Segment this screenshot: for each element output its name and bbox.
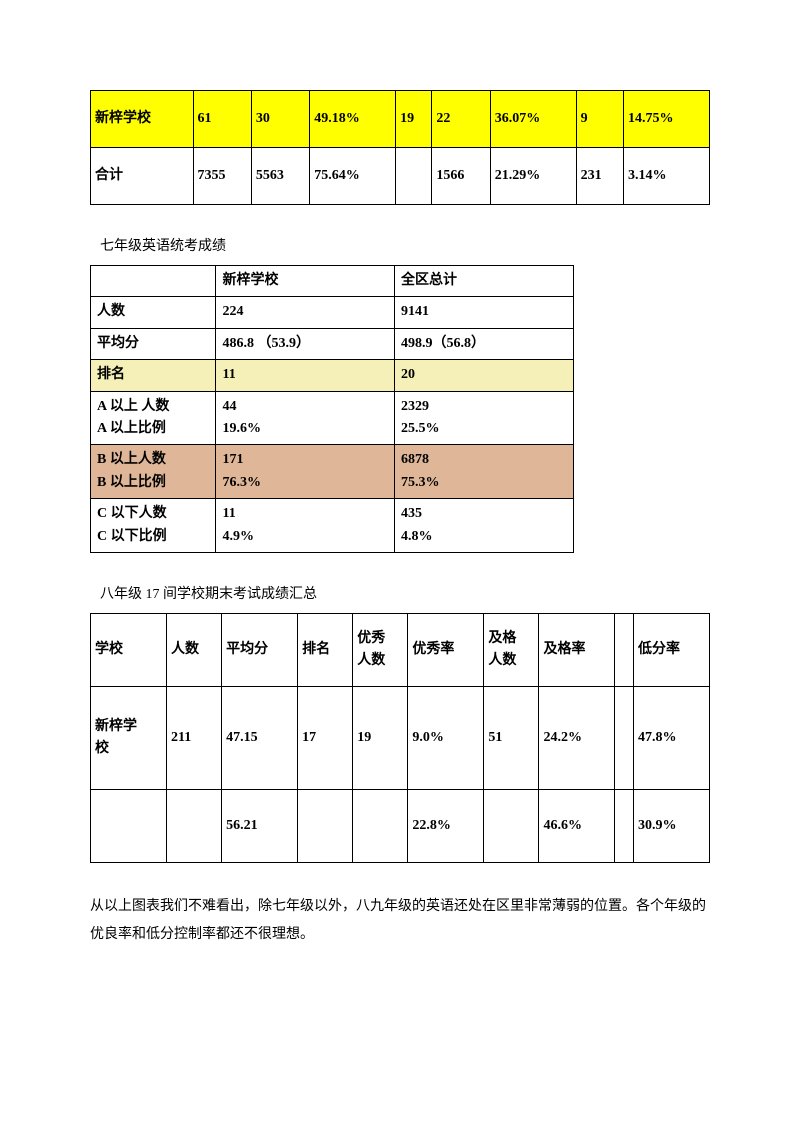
cell: 11 xyxy=(216,360,395,391)
table-row: 新梓学校 61 30 49.18% 19 22 36.07% 9 14.75% xyxy=(91,91,710,148)
table-row-ranking: 排名 11 20 xyxy=(91,360,574,391)
table-row-header: 学校 人数 平均分 排名 优秀人数 优秀率 及格人数 及格率 低分率 xyxy=(91,613,710,686)
cell: 17 xyxy=(298,686,353,789)
cell: 9.0% xyxy=(408,686,484,789)
cell: 114.9% xyxy=(216,499,395,553)
cell: 1566 xyxy=(432,148,490,205)
cell: 22.8% xyxy=(408,789,484,862)
table-row: 合计 7355 5563 75.64% 1566 21.29% 231 3.14… xyxy=(91,148,710,205)
cell xyxy=(298,789,353,862)
cell xyxy=(484,789,539,862)
cell: 合计 xyxy=(91,148,194,205)
cell: C 以下人数C 以下比例 xyxy=(91,499,216,553)
cell: 51 xyxy=(484,686,539,789)
cell: 14.75% xyxy=(623,91,709,148)
grade8-summary-table: 学校 人数 平均分 排名 优秀人数 优秀率 及格人数 及格率 低分率 新梓学校 … xyxy=(90,613,710,863)
cell xyxy=(615,686,634,789)
cell: 75.64% xyxy=(310,148,396,205)
cell: 4354.8% xyxy=(395,499,574,553)
cell: 人数 xyxy=(166,613,221,686)
cell: 24.2% xyxy=(539,686,615,789)
table-row: 56.21 22.8% 46.6% 30.9% xyxy=(91,789,710,862)
cell: 新梓学校 xyxy=(91,686,167,789)
cell: 19 xyxy=(396,91,432,148)
table-row: 人数 224 9141 xyxy=(91,297,574,328)
section-title-grade8: 八年级 17 间学校期末考试成绩汇总 xyxy=(100,583,710,603)
cell: 排名 xyxy=(91,360,216,391)
cell: 30 xyxy=(251,91,309,148)
cell: 优秀人数 xyxy=(353,613,408,686)
cell xyxy=(91,266,216,297)
cell: 4419.6% xyxy=(216,391,395,445)
cell: 22 xyxy=(432,91,490,148)
cell: A 以上 人数A 以上比例 xyxy=(91,391,216,445)
cell: 61 xyxy=(193,91,251,148)
cell: 21.29% xyxy=(490,148,576,205)
cell: 9141 xyxy=(395,297,574,328)
cell: 及格人数 xyxy=(484,613,539,686)
cell xyxy=(396,148,432,205)
cell: 学校 xyxy=(91,613,167,686)
cell: 全区总计 xyxy=(395,266,574,297)
table-row: C 以下人数C 以下比例 114.9% 4354.8% xyxy=(91,499,574,553)
cell: 排名 xyxy=(298,613,353,686)
cell xyxy=(166,789,221,862)
cell: 36.07% xyxy=(490,91,576,148)
cell: 及格率 xyxy=(539,613,615,686)
cell: 486.8 （53.9） xyxy=(216,328,395,359)
grade7-english-table: 新梓学校 全区总计 人数 224 9141 平均分 486.8 （53.9） 4… xyxy=(90,265,574,553)
cell: 687875.3% xyxy=(395,445,574,499)
table-row: 平均分 486.8 （53.9） 498.9（56.8） xyxy=(91,328,574,359)
cell xyxy=(615,789,634,862)
cell: 20 xyxy=(395,360,574,391)
table-row-b-above: B 以上人数B 以上比例 17176.3% 687875.3% xyxy=(91,445,574,499)
cell xyxy=(91,789,167,862)
cell: 47.8% xyxy=(634,686,710,789)
cell: 49.18% xyxy=(310,91,396,148)
analysis-paragraph: 从以上图表我们不难看出，除七年级以外，八九年级的英语还处在区里非常薄弱的位置。各… xyxy=(90,893,710,949)
cell: 人数 xyxy=(91,297,216,328)
cell: 5563 xyxy=(251,148,309,205)
cell: 新梓学校 xyxy=(91,91,194,148)
cell: 211 xyxy=(166,686,221,789)
cell: 30.9% xyxy=(634,789,710,862)
summary-table-1: 新梓学校 61 30 49.18% 19 22 36.07% 9 14.75% … xyxy=(90,90,710,205)
cell: 优秀率 xyxy=(408,613,484,686)
cell xyxy=(353,789,408,862)
table-row: 新梓学校 全区总计 xyxy=(91,266,574,297)
cell: 19 xyxy=(353,686,408,789)
cell: 47.15 xyxy=(222,686,298,789)
cell: 低分率 xyxy=(634,613,710,686)
cell: 224 xyxy=(216,297,395,328)
cell: B 以上人数B 以上比例 xyxy=(91,445,216,499)
cell: 498.9（56.8） xyxy=(395,328,574,359)
cell: 231 xyxy=(576,148,623,205)
cell: 3.14% xyxy=(623,148,709,205)
cell xyxy=(615,613,634,686)
cell: 7355 xyxy=(193,148,251,205)
table-row: 新梓学校 211 47.15 17 19 9.0% 51 24.2% 47.8% xyxy=(91,686,710,789)
cell: 平均分 xyxy=(91,328,216,359)
cell: 56.21 xyxy=(222,789,298,862)
cell: 新梓学校 xyxy=(216,266,395,297)
table-row: A 以上 人数A 以上比例 4419.6% 232925.5% xyxy=(91,391,574,445)
cell: 232925.5% xyxy=(395,391,574,445)
cell: 平均分 xyxy=(222,613,298,686)
section-title-grade7: 七年级英语统考成绩 xyxy=(100,235,710,255)
cell: 46.6% xyxy=(539,789,615,862)
cell: 17176.3% xyxy=(216,445,395,499)
cell: 9 xyxy=(576,91,623,148)
